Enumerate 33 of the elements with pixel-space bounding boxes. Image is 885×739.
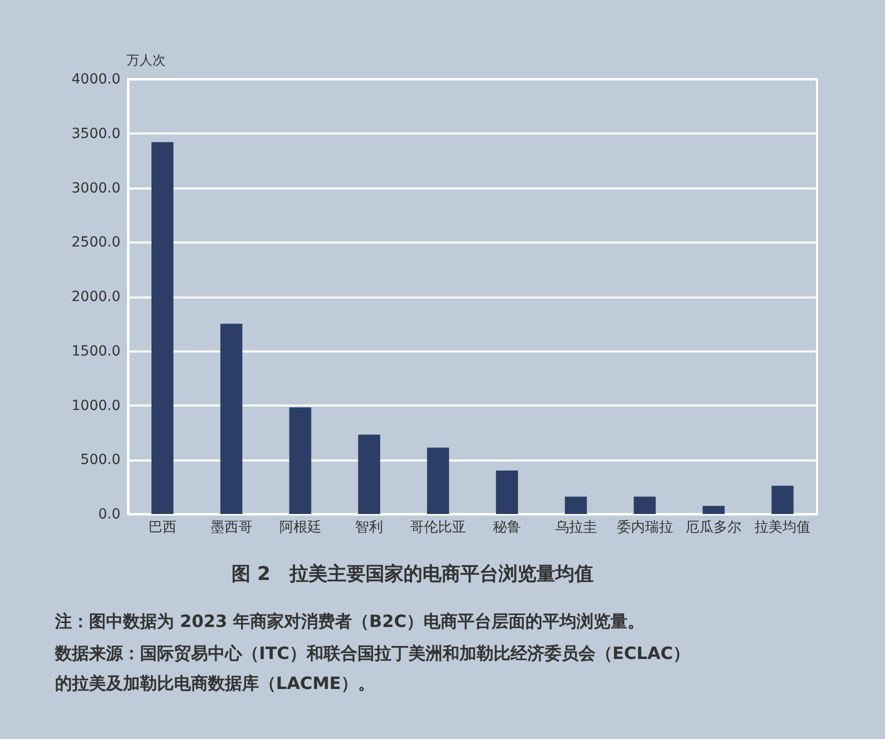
y-tick-label: 2500.0 [72,234,120,251]
bar [772,486,794,514]
bar [427,448,450,514]
y-tick-label: 0.0 [98,506,120,522]
bar [358,434,380,514]
x-tick-label: 智利 [355,520,384,536]
source-note: 数据来源：国际贸易中心（ITC）和联合国拉丁美洲和加勒比经济委员会（ECLAC）的拉美及加勒比电商数据库（LACME）。 [54,644,690,694]
x-tick-label: 巴西 [148,520,176,536]
y-axis-title: 万人次 [126,54,166,68]
y-tick-label: 3000.0 [72,180,120,196]
text: 图 2 拉美主要国家的电商平台浏览量均值 [232,563,594,585]
bar [702,506,725,514]
x-tick-label: 秘鲁 [492,520,521,536]
y-tick-label: 1500.0 [72,343,120,360]
x-tick-label: 拉美均值 [754,520,811,536]
bar [496,470,518,514]
y-tick-label: 4000.0 [72,72,120,88]
text: 注：图中数据为 2023 年商家对消费者（B2C）电商平台层面的平均浏览量。 [54,612,644,632]
bar [564,496,587,514]
bar [634,496,656,514]
x-tick-label: 哥伦比亚 [410,520,466,536]
bar [151,142,174,514]
y-tick-label: 1000.0 [72,398,120,414]
x-tick-label: 厄瓜多尔 [686,520,742,536]
x-tick-label: 委内瑞拉 [616,520,673,536]
y-tick-label: 3500.0 [72,126,120,142]
bar [220,324,242,514]
y-tick-label: 500.0 [80,452,120,468]
y-tick-label: 2000.0 [72,289,120,305]
x-tick-label: 墨西哥 [210,520,252,536]
bar [289,407,312,514]
x-tick-label: 阿根廷 [279,520,322,536]
x-tick-label: 乌拉圭 [554,520,597,536]
